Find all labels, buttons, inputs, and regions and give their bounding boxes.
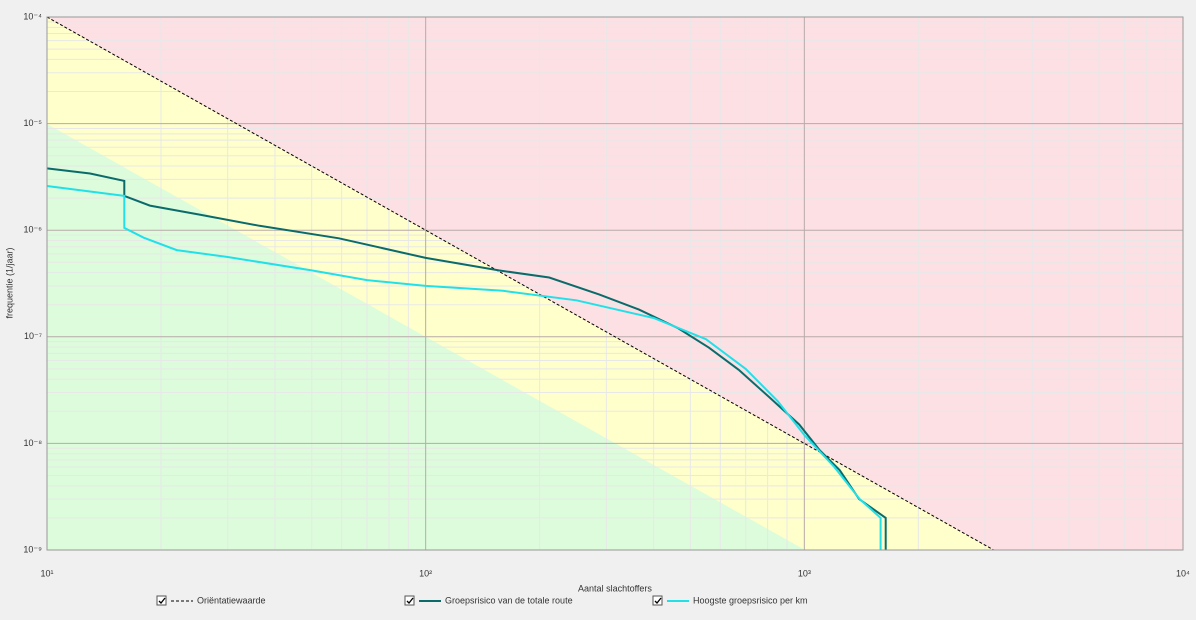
legend-checkbox[interactable] [156,595,167,606]
x-axis-label: Aantal slachtoffers [578,583,652,593]
legend-checkbox[interactable] [652,595,663,606]
legend-checkmark [654,597,662,604]
legend: Oriëntatiewaarde Groepsrisico van de tota… [156,595,808,606]
x-tick-label: 10² [419,568,432,578]
legend-label: Hoogste groepsrisico per km [693,595,808,605]
plot-border [46,16,1184,551]
plot [46,16,994,551]
series-line [46,185,882,550]
y-tick-label: 10⁻⁶ [24,225,43,235]
y-tick-label: 10⁻⁵ [24,118,43,128]
x-tick-label: 10³ [798,568,811,578]
y-axis-label: frequentie (1/jaar) [4,247,14,318]
grid [46,16,1184,551]
y-tick-label: 10⁻⁴ [23,11,42,21]
series-line [46,16,994,551]
legend-checkbox[interactable] [404,595,415,606]
legend-label: Groepsrisico van de totale route [445,595,573,605]
legend-checkmark [406,597,414,604]
y-tick-label: 10⁻⁸ [23,438,42,448]
y-tick-label: 10⁻⁹ [23,544,42,554]
y-tick-label: 10⁻⁷ [24,331,42,341]
legend-label: Oriëntatiewaarde [197,595,266,605]
legend-checkmark [158,597,166,604]
series-line [46,167,887,550]
x-tick-label: 10¹ [40,568,53,578]
x-tick-label: 10⁴ [1176,568,1190,578]
